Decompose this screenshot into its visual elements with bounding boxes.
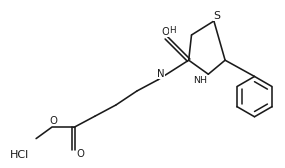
Text: S: S — [213, 11, 220, 21]
Text: O: O — [161, 27, 169, 37]
Text: NH: NH — [194, 76, 207, 85]
Text: O: O — [76, 149, 84, 159]
Text: O: O — [49, 116, 57, 126]
Text: N: N — [157, 69, 165, 79]
Text: H: H — [169, 26, 176, 35]
Text: HCl: HCl — [9, 150, 29, 160]
